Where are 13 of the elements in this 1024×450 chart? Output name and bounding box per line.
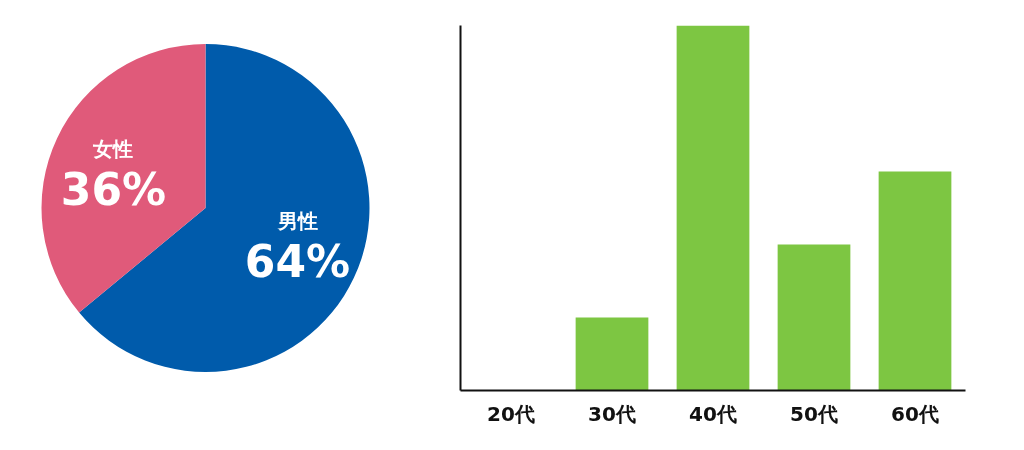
x-tick-label: 20代 [487,401,535,426]
x-tick-label: 40代 [689,401,737,426]
x-tick-label: 60代 [891,401,939,426]
slice-label: 女性 [92,137,134,162]
bar [676,25,750,391]
x-tick-label: 30代 [588,401,636,426]
bar [777,244,851,391]
slice-label: 男性 [276,209,318,234]
data-label: 36% [60,163,167,215]
bar [575,317,649,391]
bar [878,171,952,391]
data-label: 64% [244,235,351,287]
x-tick-label: 50代 [790,401,838,426]
